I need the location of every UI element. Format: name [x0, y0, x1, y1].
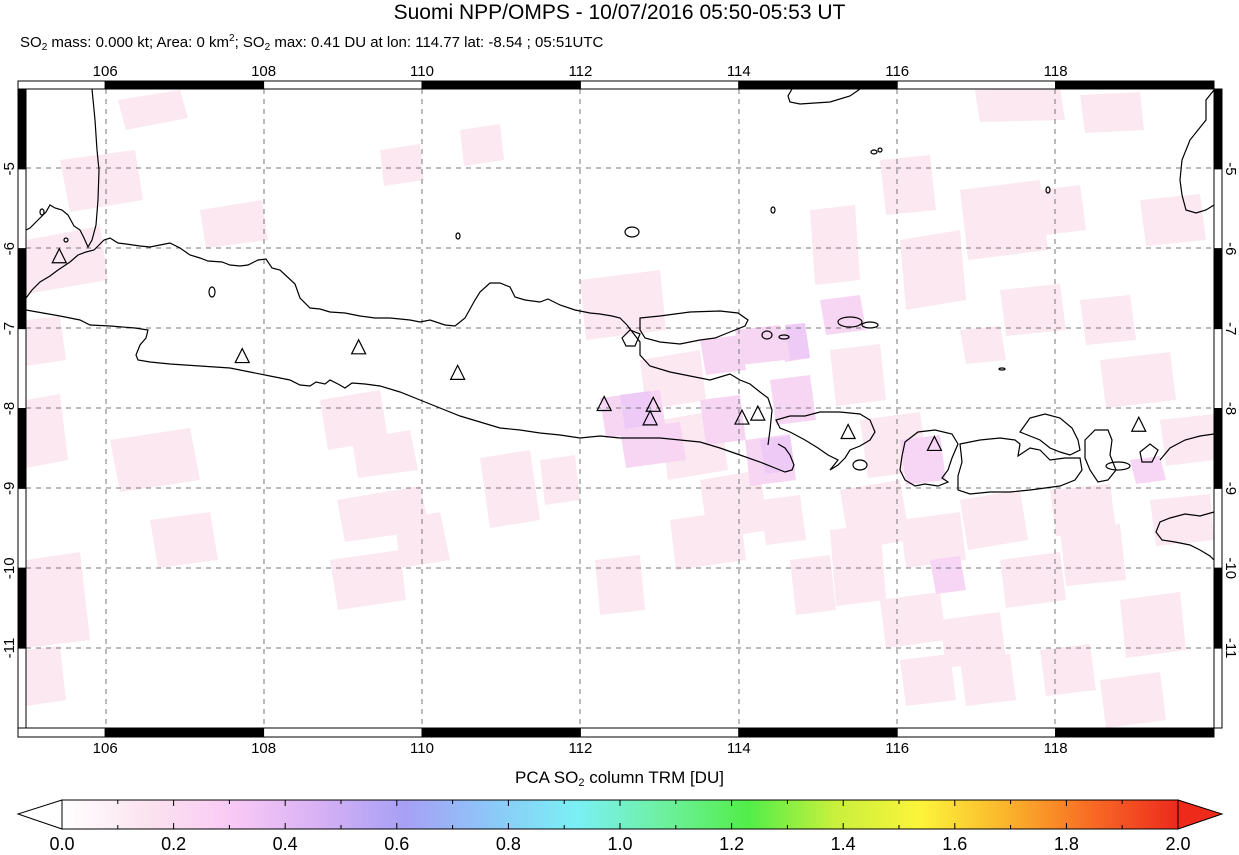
- lat-tick-label: -8: [1, 402, 18, 415]
- superscript: 2: [229, 33, 235, 44]
- colorbar-tick-label: 1.0: [607, 834, 633, 854]
- colorbar-label-pre: PCA SO: [515, 768, 579, 787]
- lon-tick-label: 112: [568, 740, 592, 757]
- lon-tick-label: 114: [727, 740, 751, 757]
- lon-tick-label: 118: [1044, 63, 1068, 80]
- lon-tick-label: 108: [251, 63, 276, 80]
- triangle-icon: [749, 404, 766, 421]
- colorbar-tick-label: 0.4: [272, 834, 298, 854]
- so2-summary: SO2 mass: 0.000 kt; Area: 0 km2; SO2 max…: [20, 34, 603, 57]
- lat-tick-label: -8: [1222, 402, 1239, 415]
- colorbar-tick-label: 1.6: [942, 834, 968, 854]
- triangle-icon: [642, 409, 659, 426]
- subscript: 2: [578, 777, 585, 789]
- colorbar-tick-label: 0.6: [384, 834, 410, 854]
- lat-tick-label: -9: [1, 482, 18, 495]
- over-arrow: [1177, 799, 1224, 830]
- so2-pixel-field: [26, 88, 1214, 728]
- triangle-icon: [840, 423, 857, 440]
- colorbar-gradient: [61, 799, 1179, 830]
- colorbar-tick-label: 1.4: [830, 834, 856, 854]
- lon-tick-label: 106: [93, 63, 118, 80]
- so2-max-text: max: 0.41 DU at lon: 114.77 lat: -8.54 ;…: [270, 34, 604, 51]
- colorbar-label-post: column TRM [DU]: [584, 768, 724, 787]
- lat-tick-label: -5: [1, 162, 18, 175]
- lat-tick-label: -6: [1, 242, 18, 255]
- lat-tick-label: -10: [1222, 557, 1239, 579]
- subscript: 2: [264, 42, 271, 53]
- lat-tick-label: -7: [1, 322, 18, 335]
- lat-tick-label: -6: [1222, 242, 1239, 255]
- lon-tick-label: 116: [885, 63, 909, 80]
- colorbar-tick-label: 0.8: [495, 834, 521, 854]
- chart-title: Suomi NPP/OMPS - 10/07/2016 05:50-05:53 …: [393, 1, 846, 24]
- triangle-icon: [350, 338, 367, 355]
- volcano-markers: [51, 247, 1147, 452]
- triangle-icon: [51, 247, 68, 264]
- triangle-icon: [926, 435, 943, 452]
- colorbar-tick-label: 2.0: [1165, 834, 1191, 854]
- triangle-icon: [733, 408, 750, 425]
- separator: ;: [234, 34, 243, 51]
- colorbar-tick-label: 0.2: [161, 834, 187, 854]
- so2-label: SO: [20, 34, 42, 51]
- colorbar-tick-label: 1.8: [1053, 834, 1079, 854]
- axis-labels: 106 106 108 108 110 110 112 112 114 114 116 116 118 1…: [1, 63, 1239, 757]
- graticule: [26, 89, 1214, 728]
- lon-tick-label: 110: [410, 63, 434, 80]
- lat-tick-label: -11: [1222, 638, 1239, 659]
- lat-tick-label: -5: [1222, 162, 1239, 175]
- mass-area-text: mass: 0.000 kt; Area: 0 km: [47, 34, 229, 51]
- lat-tick-label: -9: [1222, 482, 1239, 495]
- under-arrow: [16, 799, 63, 830]
- lon-tick-label: 106: [93, 740, 118, 757]
- map-frame: [17, 80, 1223, 738]
- lon-tick-label: 110: [410, 740, 434, 757]
- lat-tick-label: -7: [1222, 322, 1239, 335]
- triangle-icon: [1130, 415, 1147, 432]
- lon-tick-label: 108: [251, 740, 276, 757]
- triangle-icon: [645, 395, 662, 412]
- lon-tick-label: 116: [885, 740, 909, 757]
- so2-map: 106 106 108 108 110 110 112 112 114 114 116 116 118 1…: [1, 63, 1239, 757]
- so2-label: SO: [242, 34, 265, 51]
- lon-tick-label: 112: [568, 63, 592, 80]
- lat-tick-label: -10: [1, 557, 18, 579]
- triangle-icon: [234, 347, 251, 364]
- colorbar-tick-label: 0.0: [49, 834, 75, 854]
- colorbar-label: PCA SO2 column TRM [DU]: [0, 768, 1239, 789]
- coastlines: [25, 88, 1215, 561]
- lon-tick-label: 118: [1044, 740, 1068, 757]
- colorbar-tick-label: 1.2: [719, 834, 745, 854]
- lat-tick-label: -11: [1, 638, 18, 659]
- triangle-icon: [449, 364, 466, 380]
- subscript: 2: [41, 42, 48, 53]
- triangle-icon: [596, 395, 613, 412]
- lon-tick-label: 114: [727, 63, 751, 80]
